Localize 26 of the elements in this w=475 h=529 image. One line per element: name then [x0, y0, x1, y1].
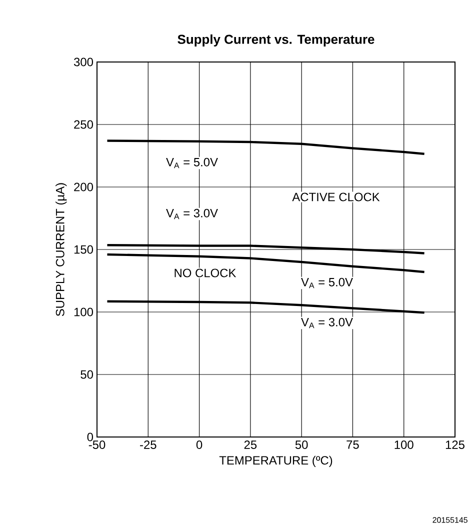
y-tick-label: 50	[80, 370, 94, 379]
x-tick-label: 75	[346, 440, 359, 449]
x-tick-label: 125	[446, 440, 464, 449]
y-tick-label: 150	[74, 245, 94, 254]
annotation: ACTIVE CLOCK	[292, 192, 380, 202]
x-axis-title: TEMPERATURE (ºC)	[219, 456, 332, 467]
x-tick-label: -50	[88, 440, 106, 449]
x-tick-label: 100	[394, 440, 414, 449]
annotation: NO CLOCK	[174, 268, 236, 278]
annotation: V$_{A}$ = 3.0V	[301, 318, 353, 328]
y-axis-title: SUPPLY CURRENT (µA)	[56, 183, 67, 316]
x-tick-label: 25	[244, 440, 257, 449]
x-tick-label: 0	[196, 440, 202, 449]
annotation: V$_{A}$ = 3.0V	[166, 208, 218, 220]
line-series	[106, 140, 426, 155]
line-series	[106, 300, 426, 314]
annotation: V$_{A}$ = 5.0V	[301, 278, 353, 288]
x-tick-label: -25	[140, 440, 156, 449]
annotation: V$_{A}$ = 5.0V	[166, 158, 218, 168]
y-tick-label: 250	[74, 120, 94, 129]
y-tick-label: 200	[74, 182, 94, 192]
chart-title: Supply Current vs. Temperature	[178, 34, 374, 46]
y-tick-label: 300	[74, 58, 94, 66]
x-tick-label: 50	[295, 440, 308, 449]
y-tick-label: 0	[87, 432, 94, 442]
y-tick-label: 100	[74, 308, 94, 316]
